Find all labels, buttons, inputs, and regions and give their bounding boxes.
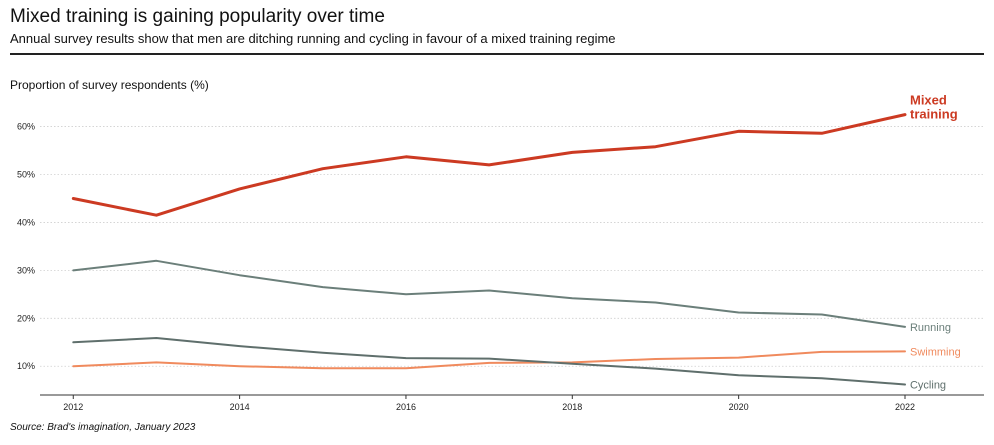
x-tick-label-2016: 2016 bbox=[396, 402, 416, 412]
point-running-2014 bbox=[239, 274, 241, 276]
point-running-2020 bbox=[738, 312, 740, 314]
point-cycling-2022 bbox=[904, 383, 906, 385]
x-tick-label-2020: 2020 bbox=[729, 402, 749, 412]
point-cycling-2021 bbox=[821, 377, 823, 379]
point-cycling-2014 bbox=[239, 345, 241, 347]
point-running-2012 bbox=[72, 269, 74, 271]
series-lines bbox=[71, 113, 907, 386]
gridlines: 10% 20% 30% 40% 50% 60% bbox=[17, 122, 984, 371]
x-tick-label-2018: 2018 bbox=[562, 402, 582, 412]
series-label-running: Running bbox=[910, 322, 951, 334]
series-label-line-swimming-0: Swimming bbox=[910, 346, 961, 358]
point-cycling-2020 bbox=[738, 374, 740, 376]
y-axis-label: Proportion of survey respondents (%) bbox=[10, 78, 209, 92]
point-running-2022 bbox=[904, 326, 906, 328]
point-cycling-2018 bbox=[571, 363, 573, 365]
point-cycling-2012 bbox=[72, 341, 74, 343]
chart-title: Mixed training is gaining popularity ove… bbox=[10, 6, 385, 27]
series-label-line-running-0: Running bbox=[910, 322, 951, 334]
y-tick-label-40: 40% bbox=[17, 217, 35, 227]
series-line-cycling bbox=[72, 337, 906, 386]
point-mixed-training-2016 bbox=[405, 156, 407, 158]
point-mixed-training-2015 bbox=[322, 168, 324, 170]
point-running-2017 bbox=[488, 289, 490, 291]
point-mixed-training-2020 bbox=[738, 130, 740, 132]
point-swimming-2021 bbox=[821, 351, 823, 353]
point-running-2016 bbox=[405, 293, 407, 295]
point-cycling-2015 bbox=[322, 352, 324, 354]
series-label-mixed-training: Mixed training bbox=[910, 93, 958, 122]
series-label-cycling: Cycling bbox=[910, 379, 946, 391]
y-tick-label-20: 20% bbox=[17, 313, 35, 323]
point-swimming-2016 bbox=[405, 367, 407, 369]
point-swimming-2013 bbox=[155, 361, 157, 363]
title-divider bbox=[10, 53, 984, 55]
point-swimming-2020 bbox=[738, 357, 740, 359]
point-swimming-2014 bbox=[239, 365, 241, 367]
point-running-2015 bbox=[322, 286, 324, 288]
point-cycling-2017 bbox=[488, 358, 490, 360]
series-label-line-cycling-0: Cycling bbox=[910, 379, 946, 391]
series-label-line-mixed-training-0: Mixed bbox=[910, 93, 947, 108]
series-line-running bbox=[72, 259, 906, 328]
point-mixed-training-2013 bbox=[155, 214, 157, 216]
point-swimming-2015 bbox=[322, 367, 324, 369]
point-mixed-training-2022 bbox=[904, 114, 906, 116]
y-tick-label-10: 10% bbox=[17, 361, 35, 371]
point-swimming-2017 bbox=[488, 362, 490, 364]
series-label-line-mixed-training-1: training bbox=[910, 107, 958, 122]
point-mixed-training-2012 bbox=[72, 197, 74, 199]
point-cycling-2016 bbox=[405, 357, 407, 359]
point-running-2021 bbox=[821, 313, 823, 315]
point-swimming-2022 bbox=[904, 350, 906, 352]
series-label-swimming: Swimming bbox=[910, 346, 961, 358]
y-tick-label-60: 60% bbox=[17, 122, 35, 132]
x-tick-label-2022: 2022 bbox=[895, 402, 915, 412]
chart-subtitle: Annual survey results show that men are … bbox=[10, 31, 616, 46]
series-labels: Mixed training Running Swimming Cycling bbox=[910, 93, 961, 392]
series-line-swimming bbox=[72, 350, 906, 370]
x-axis: 2012 2014 2016 2018 2020 2022 bbox=[40, 394, 984, 412]
point-mixed-training-2014 bbox=[239, 188, 241, 190]
source-note: Source: Brad's imagination, January 2023 bbox=[10, 422, 196, 433]
y-tick-label-50: 50% bbox=[17, 169, 35, 179]
point-running-2019 bbox=[654, 301, 656, 303]
x-tick-label-2014: 2014 bbox=[230, 402, 250, 412]
y-tick-label-30: 30% bbox=[17, 265, 35, 275]
point-cycling-2019 bbox=[654, 368, 656, 370]
series-line-mixed-training bbox=[71, 113, 907, 217]
point-mixed-training-2018 bbox=[571, 151, 573, 153]
point-mixed-training-2019 bbox=[654, 146, 656, 148]
point-mixed-training-2021 bbox=[821, 132, 823, 134]
point-mixed-training-2017 bbox=[488, 164, 490, 166]
x-tick-label-2012: 2012 bbox=[63, 402, 83, 412]
point-swimming-2019 bbox=[654, 358, 656, 360]
point-running-2013 bbox=[155, 260, 157, 262]
point-cycling-2013 bbox=[155, 337, 157, 339]
point-swimming-2012 bbox=[72, 365, 74, 367]
point-running-2018 bbox=[571, 297, 573, 299]
